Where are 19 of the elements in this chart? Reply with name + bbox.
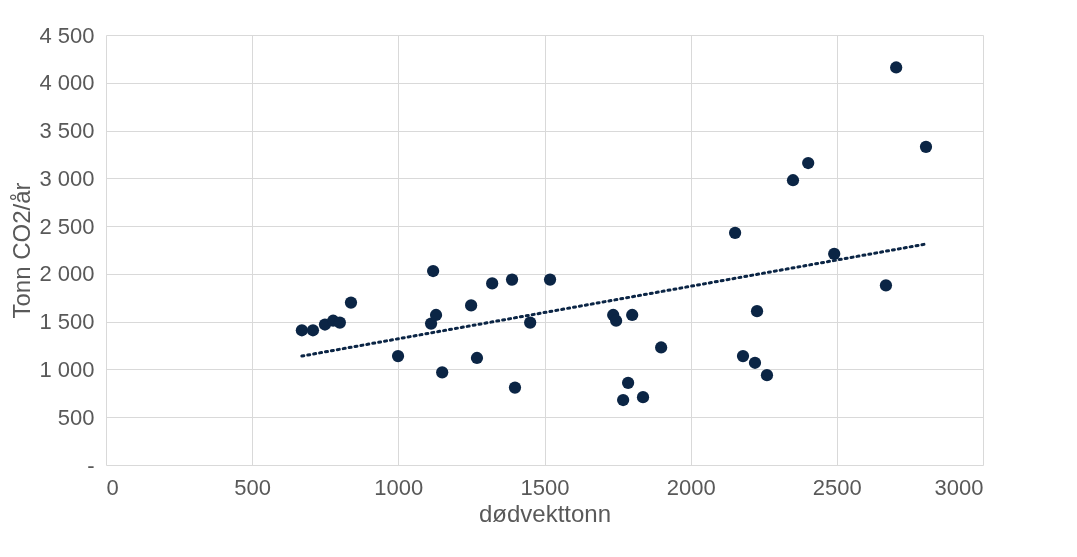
y-tick-label: 1 500 [39, 309, 95, 335]
y-tick-label: 3 000 [39, 165, 95, 191]
x-tick-label: 500 [234, 474, 272, 500]
y-tick-label: 1 000 [39, 356, 95, 382]
x-axis-title: dødvekttonn [478, 499, 612, 527]
x-tick-label: 0 [106, 474, 119, 500]
y-tick-label: 500 [57, 404, 95, 430]
y-axis-title: Tonn CO2/år [8, 182, 36, 319]
y-tick-label: 2 500 [39, 213, 95, 239]
y-tick-label: 4 500 [39, 22, 95, 48]
x-tick-label: 2500 [812, 474, 862, 500]
x-tick-label: 3000 [934, 474, 984, 500]
y-tick-label: 4 000 [39, 70, 95, 96]
x-tick-label: 2000 [666, 474, 716, 500]
x-tick-label: 1500 [520, 474, 570, 500]
y-tick-label: 3 500 [39, 118, 95, 144]
y-tick-label: - [87, 452, 95, 478]
x-tick-label: 1000 [374, 474, 424, 500]
y-tick-label: 2 000 [39, 261, 95, 287]
